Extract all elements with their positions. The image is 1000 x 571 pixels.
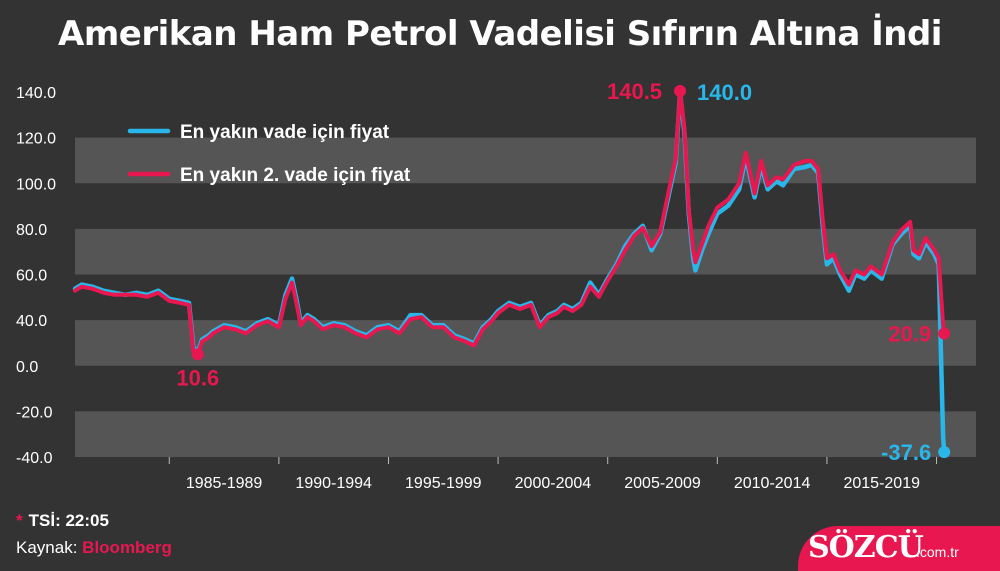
source-prefix: Kaynak: xyxy=(16,538,78,557)
x-tick-label: 2015-2019 xyxy=(843,475,920,492)
series-line-2 xyxy=(73,89,947,357)
y-tick-label: -40.0 xyxy=(16,450,53,467)
grid-band xyxy=(75,137,976,184)
source-name: Bloomberg xyxy=(82,538,172,557)
data-point-marker xyxy=(674,84,687,97)
y-tick-label: 80.0 xyxy=(16,222,47,239)
data-label: 140.0 xyxy=(697,80,752,105)
timestamp-label: TSİ: 22:05 xyxy=(28,511,109,530)
y-tick-label: 140.0 xyxy=(16,85,56,102)
data-label: 140.5 xyxy=(607,79,662,104)
x-tick-label: 1995-1999 xyxy=(405,475,482,492)
brand-tld: .com.tr xyxy=(916,544,959,560)
data-label: 10.6 xyxy=(176,365,219,390)
legend-label-2: En yakın 2. vade için fiyat xyxy=(180,165,411,186)
y-tick-label: -20.0 xyxy=(16,404,53,421)
x-tick-label: 2010-2014 xyxy=(734,475,811,492)
data-label: 20.9 xyxy=(888,322,931,347)
y-tick-label: 40.0 xyxy=(16,313,47,330)
y-tick-label: 100.0 xyxy=(16,176,56,193)
brand-logo: SÖZCÜ .com.tr xyxy=(798,526,1000,571)
brand-name: SÖZCÜ xyxy=(808,530,924,565)
grid-band xyxy=(75,411,976,457)
chart-title: Amerikan Ham Petrol Vadelisi Sıfırın Alt… xyxy=(58,14,942,54)
data-point-marker xyxy=(191,348,204,361)
y-tick-label: 0.0 xyxy=(16,359,38,376)
asterisk-icon: * xyxy=(16,511,23,530)
grid-band xyxy=(75,320,976,366)
x-tick-label: 2005-2009 xyxy=(624,475,701,492)
chart-canvas: 140.0 120.0 100.0 80.0 60.0 40.0 0.0 -20.0 -40.0… xyxy=(16,79,976,492)
timestamp-note: * TSİ: 22:05 xyxy=(16,511,109,531)
source-note: Kaynak: Bloomberg xyxy=(16,538,172,558)
x-tick-label: 2000-2004 xyxy=(515,475,592,492)
y-tick-label: 120.0 xyxy=(16,131,56,148)
data-label: -37.6 xyxy=(881,440,931,465)
data-point-marker xyxy=(938,327,951,340)
data-point-marker xyxy=(938,446,951,459)
x-tick-label: 1990-1994 xyxy=(295,475,372,492)
x-tick-label: 1985-1989 xyxy=(186,475,263,492)
legend-label-1: En yakın vade için fiyat xyxy=(180,122,390,143)
y-tick-label: 60.0 xyxy=(16,268,47,285)
